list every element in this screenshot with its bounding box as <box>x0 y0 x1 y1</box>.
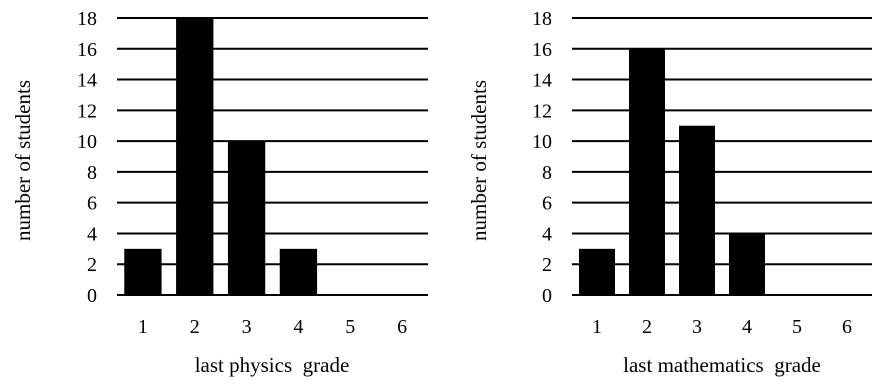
x-tick-label: 6 <box>842 316 852 338</box>
y-tick-label: 10 <box>532 131 552 153</box>
y-tick-label: 14 <box>532 70 552 92</box>
y-axis-title: number of students <box>467 80 491 241</box>
y-tick-label: 18 <box>532 8 552 30</box>
bar <box>629 48 665 296</box>
x-tick-label: 5 <box>345 316 355 338</box>
x-tick-label: 6 <box>397 316 407 338</box>
y-tick-label: 4 <box>542 223 552 245</box>
bar <box>176 18 214 295</box>
y-tick-label: 18 <box>77 8 97 30</box>
y-tick-label: 0 <box>542 285 552 307</box>
y-tick-label: 2 <box>542 254 552 276</box>
x-tick-label: 3 <box>692 316 702 338</box>
physics-grade-chart: 0 2 4 6 8 10 12 14 16 18 1 2 3 4 5 6 last physics grade n… <box>11 8 428 377</box>
y-tick-label: 16 <box>532 39 552 61</box>
bar <box>227 141 266 295</box>
bar <box>279 248 318 295</box>
x-tick-label: 1 <box>592 316 602 338</box>
bar <box>679 125 715 295</box>
mathematics-grade-chart: 0 2 4 6 8 10 12 14 16 18 1 2 3 4 5 6 last mathematics gr… <box>456 0 878 385</box>
x-axis-title: last physics grade <box>195 353 350 377</box>
x-tick-label: 2 <box>190 316 200 338</box>
y-tick-label: 10 <box>77 131 97 153</box>
y-tick-label: 12 <box>77 100 97 122</box>
y-axis-title: number of students <box>11 80 35 241</box>
x-axis-title: last mathematics grade <box>623 353 821 377</box>
y-tick-label: 6 <box>542 193 552 215</box>
y-tick-label: 12 <box>532 100 552 122</box>
y-tick-label: 6 <box>87 193 97 215</box>
y-tick-label: 4 <box>87 223 97 245</box>
bar <box>729 233 765 295</box>
y-tick-label: 0 <box>87 285 97 307</box>
x-tick-label: 2 <box>642 316 652 338</box>
x-tick-label: 1 <box>138 316 148 338</box>
y-tick-label: 8 <box>87 162 97 184</box>
x-tick-label: 4 <box>293 316 303 338</box>
x-tick-label: 3 <box>242 316 252 338</box>
y-tick-label: 16 <box>77 39 97 61</box>
bar <box>579 248 615 295</box>
y-tick-label: 14 <box>77 70 97 92</box>
y-tick-label: 2 <box>87 254 97 276</box>
x-tick-label: 5 <box>792 316 802 338</box>
x-tick-label: 4 <box>742 316 752 338</box>
bar <box>124 248 162 295</box>
y-tick-label: 8 <box>542 162 552 184</box>
